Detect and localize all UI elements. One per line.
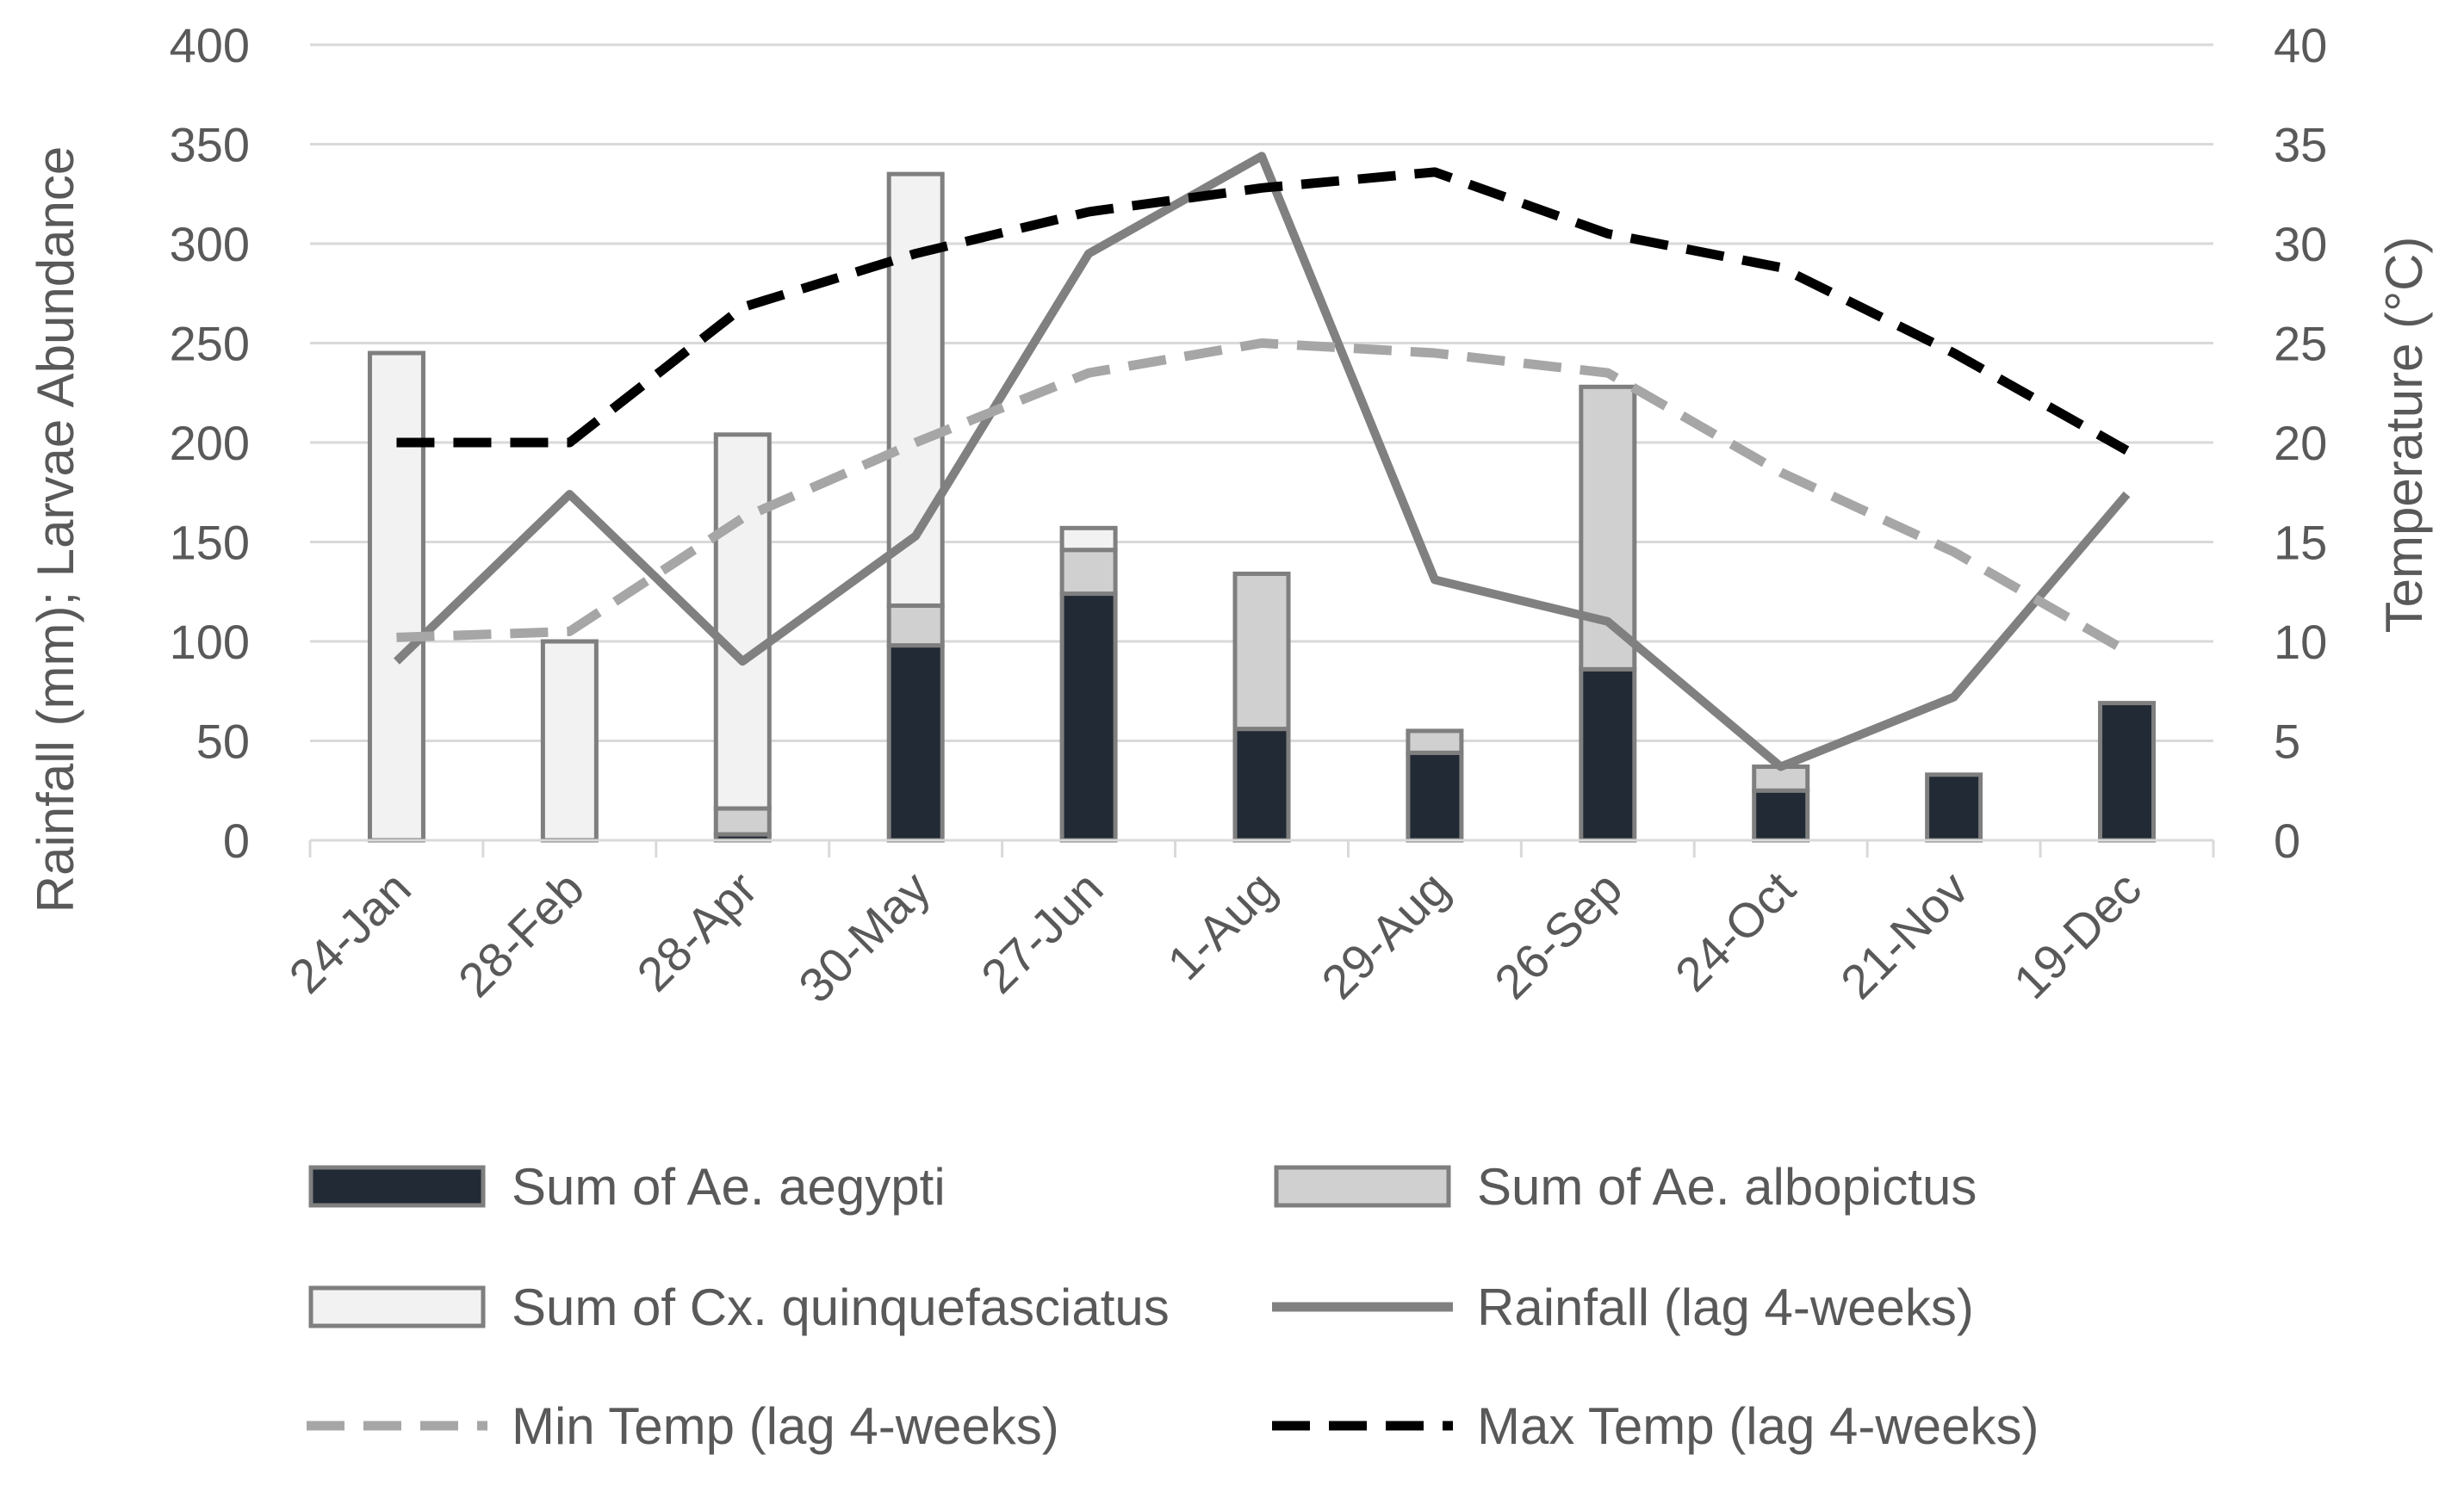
bar-aegypti-30-May bbox=[886, 643, 945, 843]
legend-swatch bbox=[308, 1285, 486, 1328]
bar-aegypti-27-Jun bbox=[1059, 591, 1118, 843]
right-tick-label: 20 bbox=[2274, 416, 2327, 470]
bar-quinquefasciatus-28-Feb bbox=[540, 639, 599, 843]
legend-label: Sum of Ae. aegypti bbox=[512, 1158, 946, 1216]
legend-swatch bbox=[308, 1165, 486, 1208]
right-tick-label: 35 bbox=[2274, 118, 2327, 172]
left-tick-label: 350 bbox=[170, 118, 250, 172]
legend-max-temp: Max Temp (lag 4-weeks) bbox=[1272, 1397, 2039, 1455]
right-tick-label: 30 bbox=[2274, 217, 2327, 271]
right-tick-label: 0 bbox=[2274, 814, 2300, 868]
left-tick-label: 200 bbox=[170, 416, 250, 470]
x-tick-label: 24-Jan bbox=[278, 861, 421, 1004]
left-tick-label: 150 bbox=[170, 516, 250, 570]
legend-rainfall: Rainfall (lag 4-weeks) bbox=[1272, 1279, 1974, 1336]
bar-aegypti-24-Oct bbox=[1752, 788, 1810, 843]
x-axis-ticks: 24-Jan 28-Feb 28-Apr 30-May 27-Jun 1-Aug 29-Au… bbox=[278, 840, 2215, 1013]
legend-albopictus: Sum of Ae. albopictus bbox=[1274, 1158, 1977, 1216]
right-tick-label: 40 bbox=[2274, 18, 2327, 72]
x-tick-label: 27-Jun bbox=[971, 861, 1114, 1004]
bar-aegypti-21-Nov bbox=[1925, 772, 1983, 843]
x-tick-label: 19-Dec bbox=[2003, 861, 2151, 1009]
legend-aegypti: Sum of Ae. aegypti bbox=[308, 1158, 946, 1216]
x-tick-label: 28-Feb bbox=[448, 861, 594, 1007]
x-tick-label: 21-Nov bbox=[1830, 861, 1978, 1009]
legend-quinquefasciatus: Sum of Cx. quinquefasciatus bbox=[308, 1279, 1170, 1336]
left-tick-label: 0 bbox=[223, 814, 250, 868]
bar-albopictus-28-Apr bbox=[713, 806, 772, 837]
bar-aegypti-26-Sep bbox=[1579, 666, 1637, 843]
left-tick-label: 400 bbox=[170, 18, 250, 72]
right-axis-ticks: 0 5 10 15 20 25 30 35 40 bbox=[2274, 18, 2327, 868]
legend-label: Sum of Ae. albopictus bbox=[1477, 1158, 1977, 1216]
left-axis-ticks: 0 50 100 150 200 250 300 350 400 bbox=[170, 18, 250, 868]
left-axis-title: Rainfall (mm); Larvae Abundance bbox=[27, 146, 84, 913]
bar-albopictus-24-Oct bbox=[1752, 765, 1810, 793]
x-tick-label: 1-Aug bbox=[1157, 861, 1286, 990]
bar-albopictus-1-Aug bbox=[1232, 571, 1291, 732]
bar-aegypti-1-Aug bbox=[1232, 727, 1291, 843]
legend-swatch bbox=[1274, 1165, 1451, 1208]
x-tick-label: 29-Aug bbox=[1311, 861, 1459, 1009]
right-tick-label: 15 bbox=[2274, 516, 2327, 570]
series-lines bbox=[393, 152, 2131, 771]
bar-quinquefasciatus-24-Jan bbox=[367, 350, 425, 843]
legend-label: Min Temp (lag 4-weeks) bbox=[512, 1397, 1059, 1455]
legend-label: Max Temp (lag 4-weeks) bbox=[1477, 1397, 2039, 1455]
right-axis-title: Temperature (°C) bbox=[2375, 237, 2433, 634]
legend-min-temp: Min Temp (lag 4-weeks) bbox=[307, 1397, 1059, 1455]
bar-aegypti-29-Aug bbox=[1406, 750, 1464, 843]
bar-albopictus-30-May bbox=[886, 603, 945, 648]
legend: Sum of Ae. aegypti Sum of Ae. albopictus S… bbox=[307, 1158, 2039, 1455]
left-tick-label: 100 bbox=[170, 615, 250, 669]
x-tick-label: 28-Apr bbox=[626, 861, 767, 1001]
right-tick-label: 10 bbox=[2274, 615, 2327, 669]
bar-albopictus-27-Jun bbox=[1059, 548, 1118, 597]
left-tick-label: 50 bbox=[196, 715, 250, 769]
x-tick-label: 30-May bbox=[788, 861, 940, 1013]
bar-quinquefasciatus-27-Jun bbox=[1059, 525, 1118, 553]
left-tick-label: 250 bbox=[170, 317, 250, 371]
max-temp-line bbox=[396, 167, 2130, 455]
x-tick-label: 26-Sep bbox=[1484, 861, 1632, 1009]
right-tick-label: 5 bbox=[2274, 715, 2300, 769]
bar-aegypti-19-Dec bbox=[2098, 701, 2157, 843]
min-temp-line bbox=[396, 338, 2130, 656]
rainfall-line bbox=[393, 152, 2131, 771]
right-tick-label: 25 bbox=[2274, 317, 2327, 371]
bar-albopictus-29-Aug bbox=[1406, 728, 1464, 755]
legend-label: Rainfall (lag 4-weeks) bbox=[1477, 1279, 1974, 1336]
x-tick-label: 24-Oct bbox=[1665, 861, 1806, 1002]
left-tick-label: 300 bbox=[170, 217, 250, 271]
bar-quinquefasciatus-28-Apr bbox=[713, 432, 772, 811]
legend-label: Sum of Cx. quinquefasciatus bbox=[512, 1279, 1170, 1336]
